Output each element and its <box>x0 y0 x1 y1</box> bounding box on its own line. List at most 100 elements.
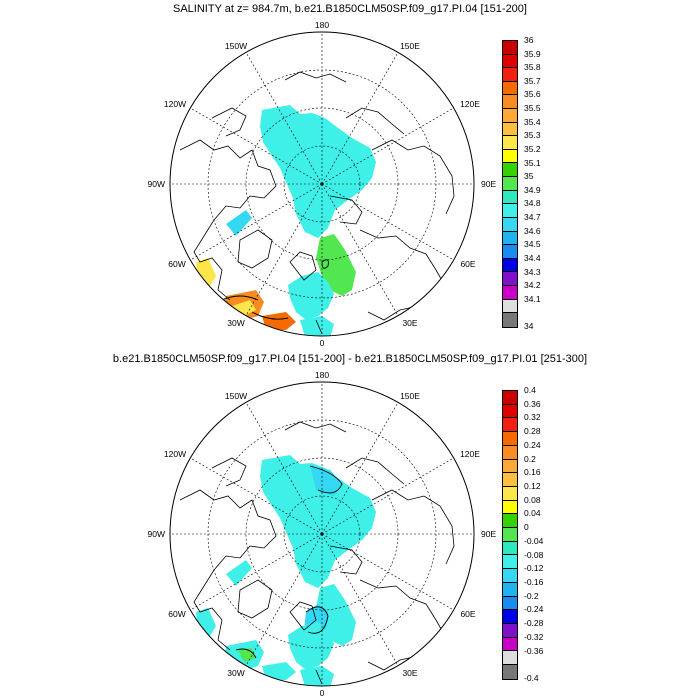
lon-label-120e: 120E <box>460 449 480 459</box>
colorbar-segment <box>503 445 517 460</box>
colorbar-tick-label: 35 <box>524 171 534 182</box>
lon-label-0: 0 <box>320 688 325 698</box>
lon-label-180: 180 <box>315 20 329 30</box>
baffin-field <box>226 210 252 236</box>
lon-label-60e: 60E <box>460 609 475 619</box>
colorbar-tick-label: 0.32 <box>524 412 541 423</box>
colorbar-tick-label: -0.32 <box>524 631 544 642</box>
colorbar-segment <box>503 514 517 529</box>
colorbar <box>502 390 518 680</box>
colorbar-tick-label: 34.1 <box>524 293 541 304</box>
colorbar-tick-label: 35.3 <box>524 130 541 141</box>
colorbar-segment <box>503 418 517 433</box>
colorbar-segment <box>503 81 517 96</box>
longitude-labels: 180 150W 150E 120W 120E 90W 90E 60W 60E … <box>148 20 497 348</box>
colorbar-tick-label: -0.36 <box>524 645 544 656</box>
colorbar-tick-label: 35.1 <box>524 157 541 168</box>
graticule <box>170 32 474 336</box>
north-atlantic-field <box>288 622 334 670</box>
colorbar-segment <box>503 500 517 515</box>
lon-label-120e: 120E <box>460 99 480 109</box>
colorbar-tick-label: 0 <box>524 522 529 533</box>
coastlines <box>179 71 455 335</box>
colorbar-segment <box>503 486 517 501</box>
colorbar-segment <box>503 473 517 487</box>
colorbar-tick-label: 0.28 <box>524 426 541 437</box>
lon-label-30w: 30W <box>227 318 244 328</box>
colorbar-segment <box>503 528 517 542</box>
coastlines <box>179 421 455 685</box>
colorbar-segment <box>503 391 517 405</box>
lon-label-30w: 30W <box>227 668 244 678</box>
lon-label-90e: 90E <box>481 529 496 539</box>
colorbar-tick-label: 0.24 <box>524 439 541 450</box>
colorbar-segment <box>503 299 517 314</box>
colorbar-segment <box>503 231 517 246</box>
colorbar-tick-label: 35.5 <box>524 103 541 114</box>
colorbar-segment <box>503 204 517 218</box>
colorbar-segment <box>503 258 517 273</box>
colorbar-segment <box>503 582 517 597</box>
panel-title: SALINITY at z= 984.7m, b.e21.B1850CLM50S… <box>173 3 527 15</box>
colorbar-tick-label: -0.12 <box>524 563 544 574</box>
colorbar-tick-label: 35.8 <box>524 62 541 73</box>
lon-label-180: 180 <box>315 370 329 380</box>
difference-panel: b.e21.B1850CLM50SP.f09_g17.PI.04 [151-20… <box>0 350 700 700</box>
colorbar-tick-label: 34.6 <box>524 225 541 236</box>
colorbar-tick-label: 35.4 <box>524 116 541 127</box>
colorbar-segment <box>503 54 517 69</box>
colorbar-tick-label: 34.5 <box>524 239 541 250</box>
colorbar-segment <box>503 432 517 446</box>
lon-label-90w: 90W <box>148 529 165 539</box>
colorbar-segment <box>503 610 517 624</box>
contours <box>235 465 343 659</box>
colorbar-segment <box>503 651 517 666</box>
colorbar-segment <box>503 541 517 556</box>
longitude-labels: 180 150W 150E 120W 120E 90W 90E 60W 60E … <box>148 370 497 698</box>
colorbar-segment <box>503 555 517 570</box>
colorbar-segment <box>503 245 517 259</box>
map-boundary <box>169 381 475 687</box>
lon-label-0: 0 <box>320 338 325 348</box>
lon-label-120w: 120W <box>164 99 186 109</box>
colorbar-tick-label: 35.6 <box>524 89 541 100</box>
colorbar-segment <box>503 313 517 327</box>
colorbar-segment <box>503 122 517 137</box>
colorbar-segment <box>503 569 517 583</box>
graticule <box>170 382 474 686</box>
colorbar-tick-label: -0.16 <box>524 577 544 587</box>
colorbar-tick-label: -0.28 <box>524 618 544 629</box>
baffin-field <box>226 560 252 586</box>
panel-title: b.e21.B1850CLM50SP.f09_g17.PI.04 [151-20… <box>112 353 588 365</box>
contours <box>221 259 329 320</box>
colorbar-tick-label: -0.04 <box>524 535 544 546</box>
colorbar-tick-label: 0.08 <box>524 494 541 505</box>
colorbar-tick-label: 36 <box>524 35 534 45</box>
colorbar-tick-label: 34.9 <box>524 184 541 195</box>
lon-label-60w: 60W <box>168 259 185 269</box>
colorbar-tick-label: -0.08 <box>524 549 544 560</box>
colorbar-tick-label: 34.4 <box>524 252 541 263</box>
colorbar-segment <box>503 41 517 55</box>
colorbar-tick-label: 34.7 <box>524 212 541 223</box>
colorbar-tick-label: 34.2 <box>524 280 541 291</box>
colorbar-segment <box>503 596 517 611</box>
colorbar-segment <box>503 136 517 150</box>
colorbar-tick-label: 0.12 <box>524 481 541 491</box>
colorbar-tick-label: 34.8 <box>524 198 541 209</box>
atlantic-strip-field <box>300 316 334 336</box>
colorbar-tick-label: 35.9 <box>524 48 541 59</box>
map-boundary <box>169 31 475 337</box>
colorbar <box>502 40 518 328</box>
lon-label-30e: 30E <box>402 668 417 678</box>
colorbar-segment <box>503 285 517 300</box>
arctic-ocean-field <box>260 455 376 588</box>
colorbar-tick-label: 35.2 <box>524 143 541 154</box>
colorbar-segment <box>503 109 517 123</box>
lon-label-120w: 120W <box>164 449 186 459</box>
colorbar-segment <box>503 95 517 110</box>
colorbar-segment <box>503 68 517 82</box>
colorbar-segment <box>503 190 517 205</box>
north-atlantic-field <box>288 272 334 320</box>
colorbar-tick-label: -0.2 <box>524 590 539 601</box>
